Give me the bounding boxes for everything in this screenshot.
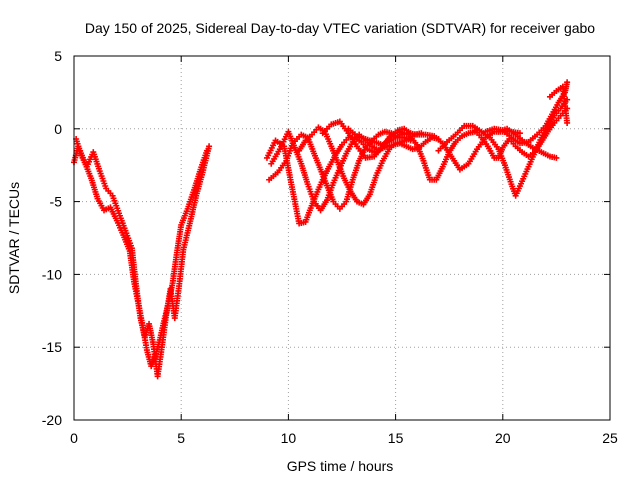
data-point	[516, 130, 523, 137]
y-tick-label: 0	[54, 121, 62, 137]
chart-title: Day 150 of 2025, Sidereal Day-to-day VTE…	[85, 20, 595, 36]
data-point	[564, 119, 571, 126]
x-tick-label: 20	[495, 430, 511, 446]
x-tick-label: 15	[388, 430, 404, 446]
data-point	[553, 154, 560, 161]
x-tick-labels: 0 5 10 15 20 25	[70, 430, 618, 446]
y-tick-label: 5	[54, 48, 62, 64]
y-tick-label: -15	[42, 339, 62, 355]
y-tick-labels: 5 0 -5 -10 -15 -20	[42, 48, 62, 428]
data-point	[564, 79, 571, 86]
y-tick-label: -5	[50, 194, 63, 210]
x-tick-label: 10	[281, 430, 297, 446]
x-tick-label: 25	[602, 430, 618, 446]
data-points	[71, 79, 571, 380]
x-tick-label: 0	[70, 430, 78, 446]
y-axis-label: SDTVAR / TECUs	[6, 182, 22, 294]
data-point	[206, 143, 213, 150]
plot-frame	[73, 55, 611, 421]
x-tick-label: 5	[177, 430, 185, 446]
x-axis-label: GPS time / hours	[287, 458, 394, 474]
y-tick-label: -20	[42, 412, 62, 428]
y-tick-label: -10	[42, 266, 62, 282]
